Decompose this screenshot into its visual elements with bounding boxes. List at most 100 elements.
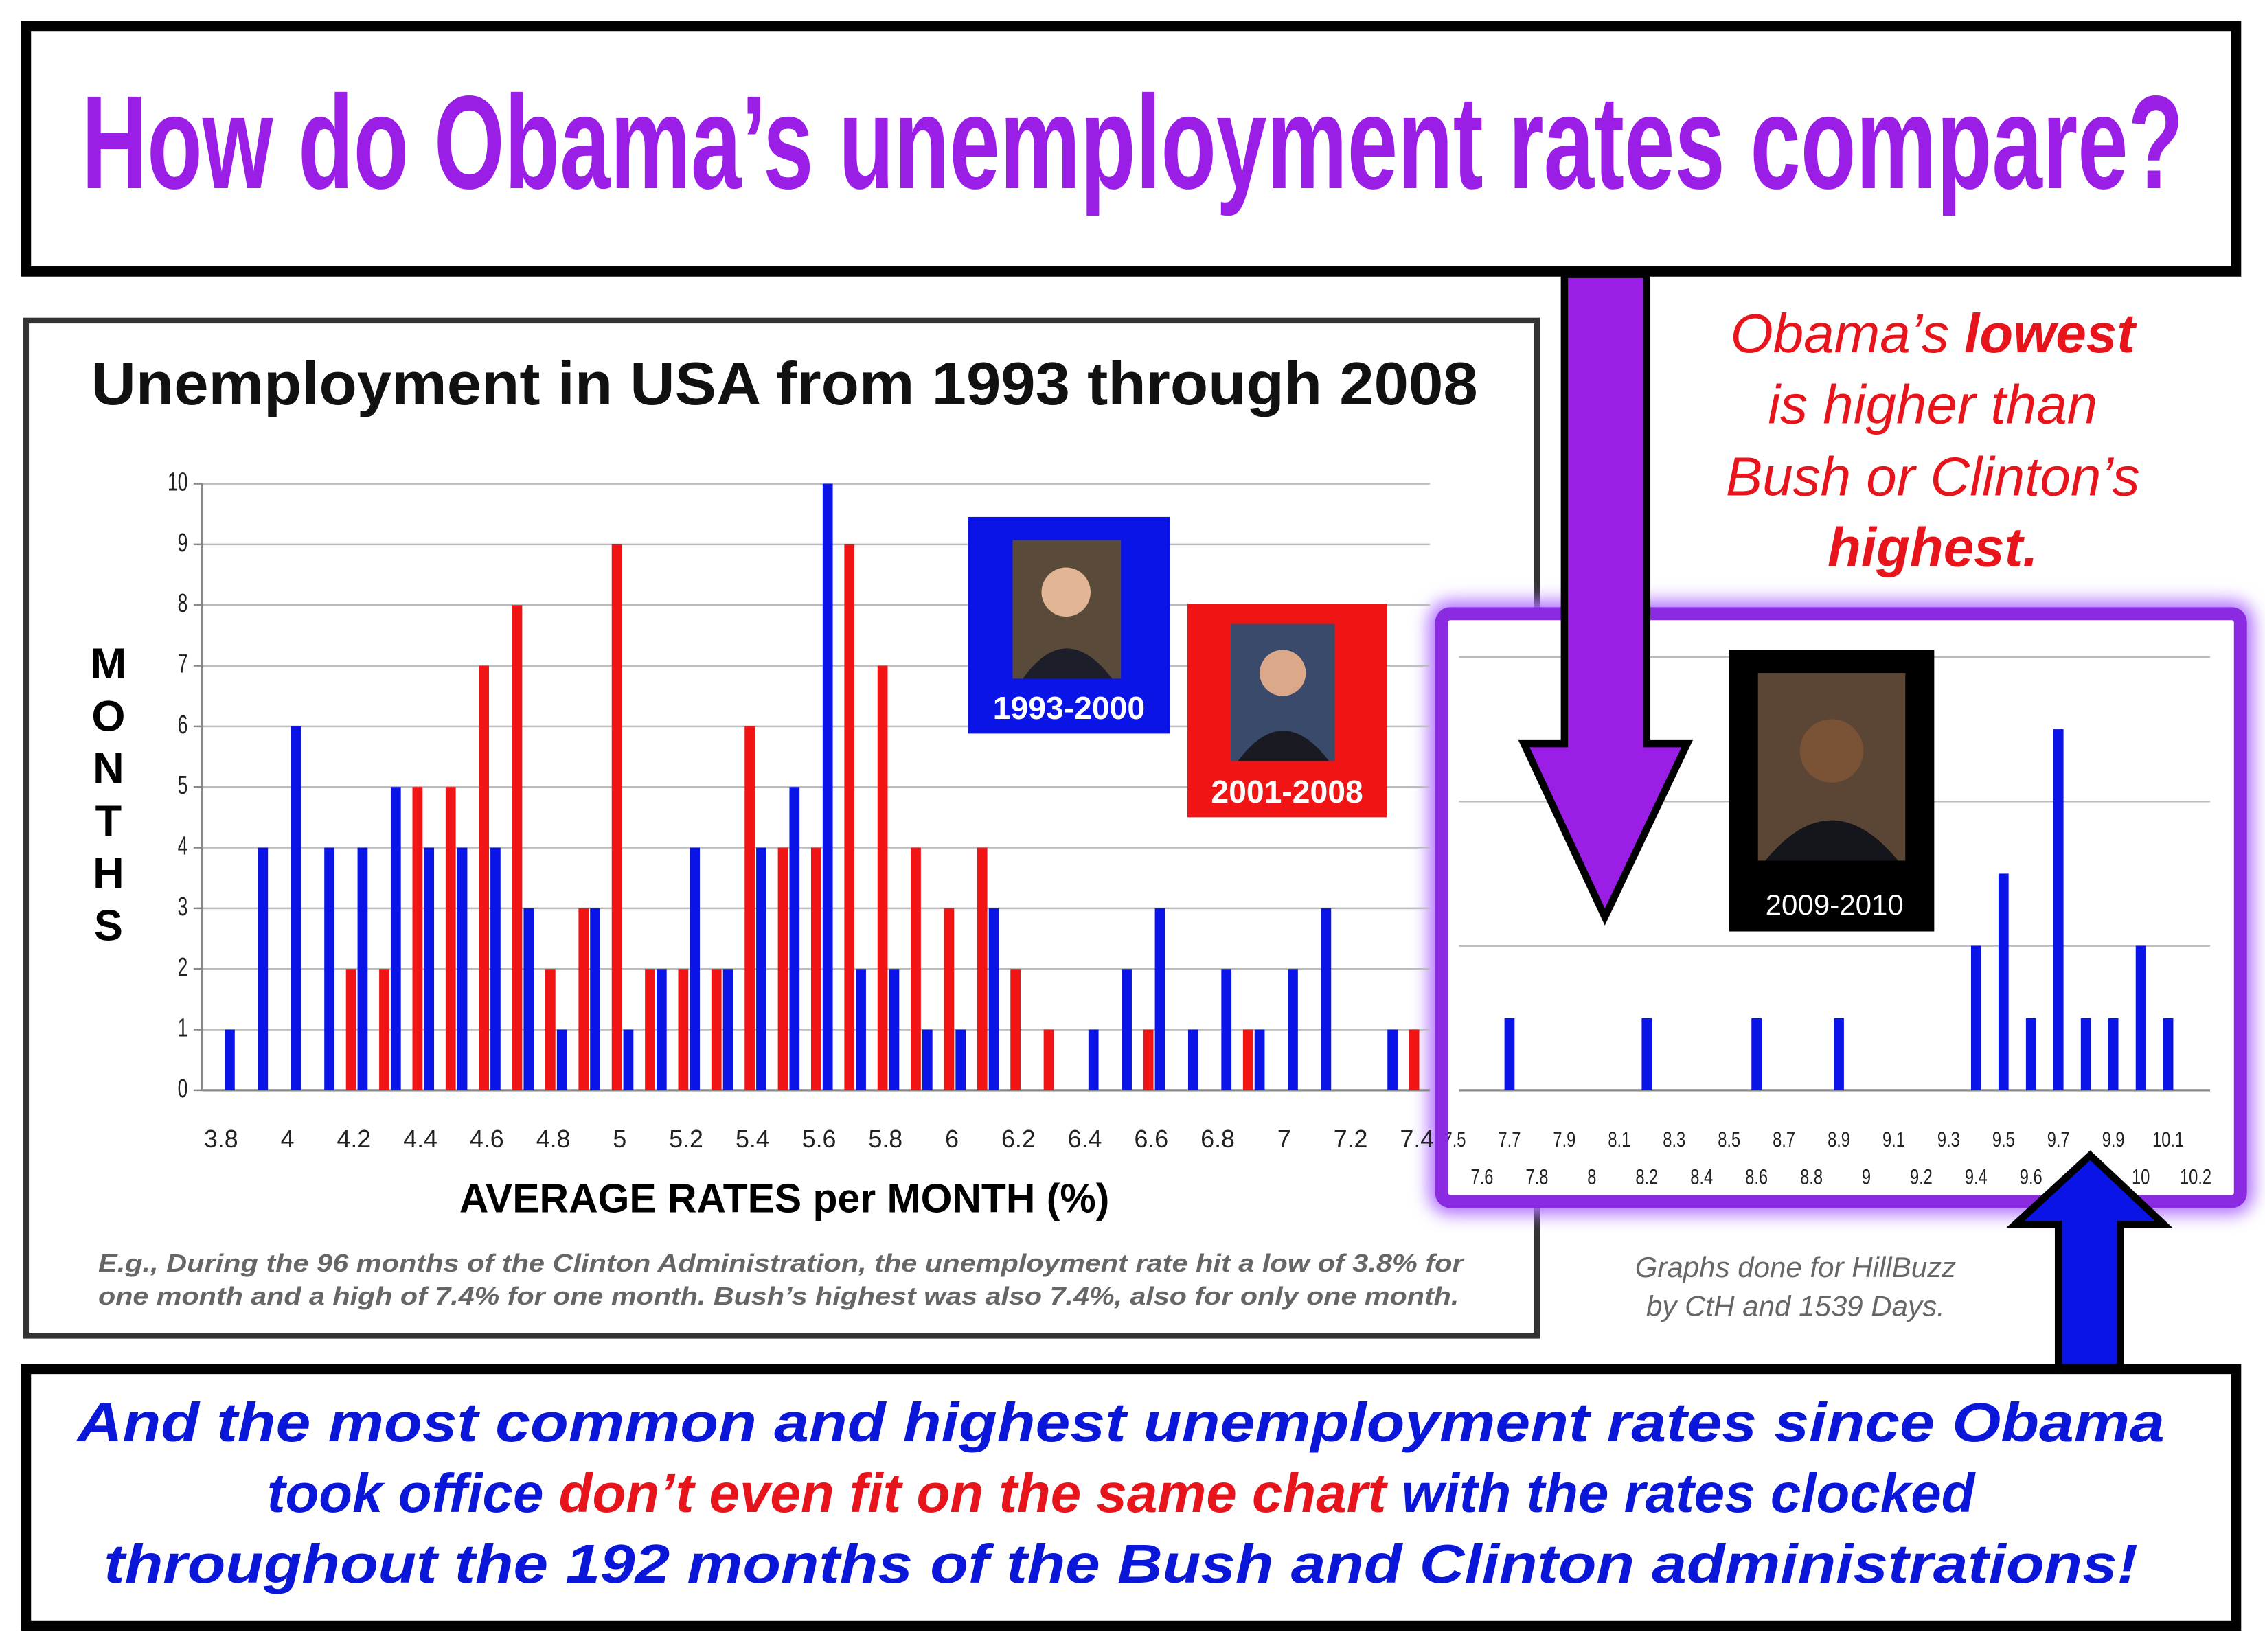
x-tick-label: 7.4 <box>1400 1125 1435 1153</box>
credit: Graphs done for HillBuzz <box>1635 1251 1956 1283</box>
x-tick-label: 7.2 <box>1334 1125 1368 1153</box>
bar <box>357 847 368 1090</box>
bar <box>2053 729 2064 1090</box>
bar <box>457 847 468 1090</box>
bar <box>889 969 900 1090</box>
bar <box>988 908 999 1090</box>
y-tick-label: 5 <box>178 770 188 799</box>
x-tick-label: 10.1 <box>2152 1127 2184 1151</box>
photo <box>1799 719 1864 783</box>
x-tick-label: 7 <box>1277 1125 1291 1153</box>
bar <box>822 483 833 1090</box>
bar <box>1143 1029 1154 1090</box>
bar <box>1409 1029 1420 1090</box>
bar <box>490 847 501 1090</box>
bar <box>1641 1018 1652 1090</box>
chart-note: E.g., During the 96 months of the Clinto… <box>98 1250 1465 1277</box>
bar <box>379 969 389 1090</box>
bar <box>1154 908 1165 1090</box>
bar <box>578 908 589 1090</box>
bar <box>955 1029 966 1090</box>
bar <box>678 969 689 1090</box>
arrow-down <box>1518 271 1693 926</box>
bar <box>977 847 988 1090</box>
x-tick-label: 7.9 <box>1553 1127 1575 1151</box>
bar <box>656 969 667 1090</box>
bar <box>744 726 755 1090</box>
x-tick-label: 6.4 <box>1068 1125 1102 1153</box>
bar <box>1970 945 1981 1090</box>
bar <box>1010 969 1021 1090</box>
bar <box>922 1029 933 1090</box>
x-tick-label: 4.8 <box>536 1125 571 1153</box>
footer-text: took office <box>267 1462 559 1524</box>
x-tick-label: 9.9 <box>2102 1127 2125 1151</box>
x-tick-label: 9 <box>1862 1165 1871 1189</box>
chart-note: one month and a high of 7.4% for one mon… <box>98 1283 1459 1310</box>
bar <box>877 665 888 1090</box>
bar <box>1122 969 1132 1090</box>
x-tick-label: 5.8 <box>868 1125 902 1153</box>
bar <box>1288 969 1298 1090</box>
bar <box>2025 1018 2036 1090</box>
bar <box>623 1029 634 1090</box>
bar <box>711 969 722 1090</box>
legend-label: 2001-2008 <box>1211 774 1363 810</box>
x-tick-label: 9.1 <box>1882 1127 1905 1151</box>
footer-text: And the most common and highest unemploy… <box>76 1392 2165 1453</box>
bar <box>258 847 269 1090</box>
bar <box>1242 1029 1253 1090</box>
bar <box>777 847 788 1090</box>
bar <box>523 908 534 1090</box>
bar <box>1221 969 1232 1090</box>
footer-emphasis: don’t even fit on the same chart <box>559 1462 1389 1524</box>
callout-text: is higher than <box>1768 374 2097 435</box>
footer-box <box>21 1364 2242 1631</box>
x-tick-label: 7.8 <box>1525 1165 1548 1189</box>
y-tick-label: 4 <box>178 831 188 860</box>
y-tick-label: 6 <box>178 709 188 739</box>
x-tick-label: 6.8 <box>1200 1125 1235 1153</box>
x-tick-label: 9.4 <box>1965 1165 1988 1189</box>
x-tick-label: 6 <box>945 1125 959 1153</box>
bar <box>2135 945 2146 1090</box>
y-tick-label: 8 <box>178 588 188 617</box>
bar <box>1043 1029 1054 1090</box>
bar <box>1998 873 2009 1090</box>
chart-frame <box>23 317 1540 1339</box>
obama-chart-frame <box>1435 607 2247 1208</box>
bar <box>1088 1029 1099 1090</box>
bar <box>1254 1029 1265 1090</box>
bar <box>844 544 855 1090</box>
bar <box>856 969 866 1090</box>
x-tick-label: 8 <box>1587 1165 1596 1189</box>
x-tick-label: 10.2 <box>2180 1165 2211 1189</box>
arrow-up <box>2005 1150 2174 1376</box>
photo <box>1765 820 1898 861</box>
bar <box>590 908 600 1090</box>
headline: How do Obama’s unemployment rates compar… <box>82 69 2183 217</box>
legend-label: 1993-2000 <box>993 690 1145 726</box>
x-tick-label: 8.2 <box>1635 1165 1658 1189</box>
bar <box>911 847 921 1090</box>
bar <box>722 969 733 1090</box>
bar <box>756 847 766 1090</box>
x-tick-label: 8.4 <box>1690 1165 1713 1189</box>
y-tick-label: 2 <box>178 952 188 981</box>
y-tick-label: 1 <box>178 1013 188 1042</box>
x-tick-label: 9.7 <box>2047 1127 2070 1151</box>
x-tick-label: 10 <box>2132 1165 2150 1189</box>
x-tick-label: 8.7 <box>1773 1127 1795 1151</box>
x-tick-label: 8.1 <box>1608 1127 1630 1151</box>
x-tick-label: 8.3 <box>1663 1127 1685 1151</box>
bar <box>324 847 334 1090</box>
bar <box>2108 1018 2119 1090</box>
x-tick-label: 5.4 <box>736 1125 770 1153</box>
bar <box>345 969 356 1090</box>
x-axis-label: AVERAGE RATES per MONTH (%) <box>459 1176 1109 1221</box>
bar <box>1834 1018 1844 1090</box>
bar <box>2080 1018 2091 1090</box>
bar <box>1504 1018 1515 1090</box>
